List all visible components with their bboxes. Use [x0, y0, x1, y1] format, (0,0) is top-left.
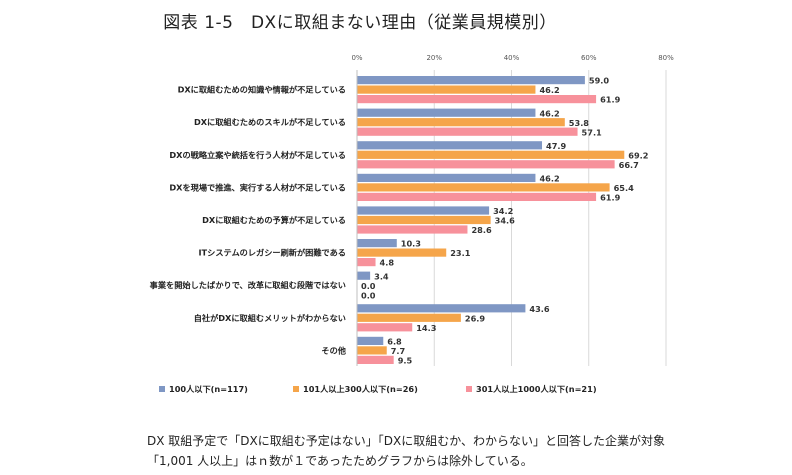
legend-swatch	[293, 386, 299, 392]
x-tick-label: 20%	[426, 54, 442, 62]
data-label: 34.2	[493, 206, 513, 216]
data-label: 66.7	[619, 160, 640, 170]
data-label: 3.4	[374, 271, 389, 281]
data-label: 14.3	[416, 323, 437, 333]
bar	[357, 248, 447, 257]
bar	[357, 304, 526, 313]
data-label: 26.9	[465, 313, 486, 323]
bar	[357, 160, 615, 169]
data-label: 0.0	[361, 281, 376, 291]
bar	[357, 141, 543, 150]
bar	[357, 95, 597, 104]
footnote-line-1: DX 取組予定で「DXに取組む予定はない」「DXに取組むか、わからない」と回答し…	[147, 434, 665, 448]
data-label: 23.1	[450, 248, 471, 258]
data-label: 34.6	[495, 216, 516, 226]
data-label: 57.1	[582, 127, 603, 137]
bar-chart: 0% 20% 40% 60% 80% DXに取組むための知識や情報が不足している DXに取組…	[150, 54, 674, 394]
data-label: 6.8	[387, 337, 402, 347]
bar	[357, 150, 625, 159]
category-label: DXに取組むためのスキルが不足している	[194, 117, 346, 127]
legend-swatch	[466, 386, 472, 392]
data-label: 7.7	[391, 346, 406, 356]
bar	[357, 173, 536, 182]
data-label: 0.0	[361, 290, 376, 300]
data-label: 46.2	[539, 85, 559, 95]
legend-label: 101人以上300人以下(n=26)	[303, 384, 418, 394]
data-label: 59.0	[589, 76, 610, 86]
data-label: 69.2	[628, 150, 648, 160]
data-label: 46.2	[539, 174, 559, 184]
legend-swatch	[159, 386, 165, 392]
footnote-line-2: 「1,001 人以上」はｎ数が１であったためグラフからは除外している。	[147, 454, 533, 468]
category-label: 事業を開始したばかりで、改革に取組む段階ではない	[150, 280, 346, 290]
category-label: DXに取組むための予算が不足している	[202, 215, 346, 225]
bar	[357, 346, 387, 355]
data-label: 65.4	[614, 183, 635, 193]
bar	[357, 313, 461, 322]
x-tick-label: 0%	[351, 54, 362, 62]
bar	[357, 118, 565, 127]
bar	[357, 323, 413, 332]
bar	[357, 183, 610, 192]
x-tick-label: 80%	[658, 54, 674, 62]
data-label: 53.8	[569, 118, 590, 128]
bar	[357, 355, 394, 364]
data-label: 61.9	[600, 193, 621, 203]
bar	[357, 76, 585, 85]
data-label: 46.2	[539, 108, 559, 118]
category-label: DXに取組むための知識や情報が不足している	[178, 85, 346, 95]
bar	[357, 271, 371, 280]
category-label: ITシステムのレガシー刷新が困難である	[199, 248, 347, 258]
data-label: 43.6	[529, 304, 550, 314]
category-label: DXの戦略立案や統括を行う人材が不足している	[169, 150, 346, 160]
chart-title: 図表 1-5 DXに取組まない理由（従業員規模別）	[163, 13, 557, 33]
bar	[357, 206, 490, 215]
category-label: その他	[321, 345, 346, 355]
bar	[357, 215, 491, 225]
data-label: 61.9	[600, 95, 621, 105]
bar	[357, 225, 468, 234]
data-label: 9.5	[398, 356, 413, 366]
legend-label: 301人以上1000人以下(n=21)	[476, 384, 597, 394]
data-label: 4.8	[380, 258, 395, 268]
bar	[357, 108, 536, 117]
data-label: 10.3	[401, 239, 422, 249]
bar	[357, 127, 578, 136]
bar	[357, 258, 376, 267]
category-label: 自社がDXに取組むメリットがわからない	[194, 313, 346, 323]
x-tick-label: 40%	[504, 54, 520, 62]
bar	[357, 336, 384, 345]
x-tick-label: 60%	[581, 54, 597, 62]
bar	[357, 239, 397, 248]
data-label: 47.9	[546, 141, 567, 151]
data-label: 28.6	[471, 225, 492, 235]
bar	[357, 85, 536, 94]
bar	[357, 192, 597, 201]
legend-label: 100人以下(n=117)	[169, 384, 248, 394]
category-label: DXを現場で推進、実行する人材が不足している	[169, 182, 346, 192]
